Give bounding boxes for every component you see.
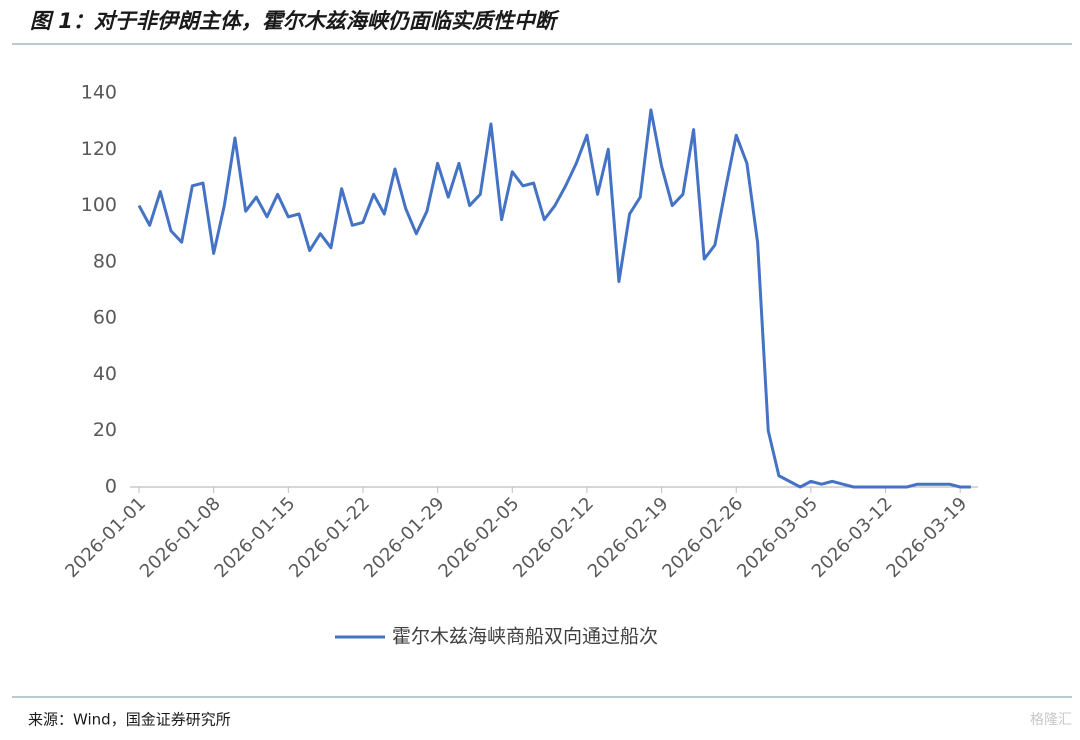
y-tick-label: 80 <box>93 250 117 272</box>
y-tick-label: 120 <box>81 138 117 160</box>
y-tick-label: 140 <box>81 82 117 104</box>
x-tick-label: 2026-03-19 <box>882 493 971 582</box>
legend-label: 霍尔木兹海峡商船双向通过船次 <box>392 626 658 648</box>
watermark: 格隆汇 <box>1030 712 1072 728</box>
y-tick-label: 20 <box>93 419 117 441</box>
y-tick-label: 0 <box>105 476 117 498</box>
series-line <box>137 108 971 489</box>
y-tick-label: 60 <box>93 307 117 329</box>
chart-title: 图 1：对于非伊朗主体，霍尔木兹海峡仍面临实质性中断 <box>30 9 560 33</box>
source: 来源：Wind，国金证券研究所 <box>28 711 231 729</box>
y-tick-label: 40 <box>93 363 117 385</box>
y-tick-label: 100 <box>81 194 117 216</box>
